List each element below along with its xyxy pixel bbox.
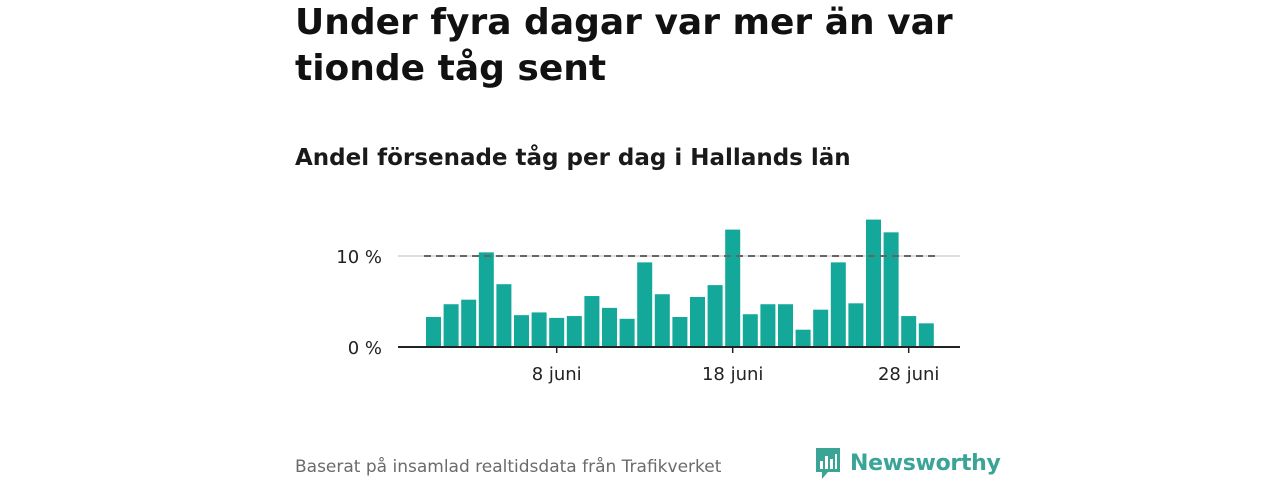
- bar: [883, 232, 899, 347]
- axes: 0 % 10 % 8 juni 18 juni 28 juni: [336, 247, 960, 385]
- bar: [496, 284, 512, 347]
- brand-name: Newsworthy: [850, 450, 1001, 476]
- bar: [866, 219, 881, 347]
- bar: [672, 316, 688, 347]
- bar: [531, 312, 547, 347]
- bar: [813, 309, 829, 347]
- bar: [848, 303, 864, 347]
- bar: [478, 252, 494, 347]
- bar: [461, 299, 477, 347]
- bar: [918, 323, 934, 347]
- newsworthy-logo-icon: [816, 448, 840, 479]
- bar: [426, 316, 441, 347]
- bar: [602, 307, 617, 347]
- bars: [426, 219, 934, 347]
- newsworthy-logo: Newsworthy: [814, 446, 1001, 480]
- bar: [725, 229, 741, 347]
- source-note: Baserat på insamlad realtidsdata från Tr…: [295, 457, 722, 477]
- bar: [514, 315, 529, 347]
- bar: [778, 304, 793, 347]
- x-tick-label: 8 juni: [532, 364, 582, 385]
- bar: [584, 296, 600, 347]
- bar: [830, 262, 846, 347]
- bar: [637, 262, 653, 347]
- bar: [795, 329, 811, 347]
- chart-subtitle: Andel försenade tåg per dag i Hallands l…: [295, 145, 851, 171]
- bar: [690, 296, 705, 347]
- bar: [549, 317, 565, 347]
- bar: [742, 314, 758, 347]
- bar: [901, 316, 917, 347]
- bar: [619, 318, 635, 347]
- bar: [707, 285, 723, 347]
- x-tick-label: 18 juni: [702, 364, 763, 385]
- bar: [443, 304, 459, 347]
- bar: [760, 304, 776, 347]
- bar: [566, 316, 582, 347]
- chart-title: Under fyra dagar var mer än var tionde t…: [295, 2, 953, 89]
- bar: [654, 294, 670, 347]
- y-tick-label: 0 %: [348, 338, 382, 359]
- y-tick-label: 10 %: [336, 247, 382, 268]
- x-tick-label: 28 juni: [878, 364, 939, 385]
